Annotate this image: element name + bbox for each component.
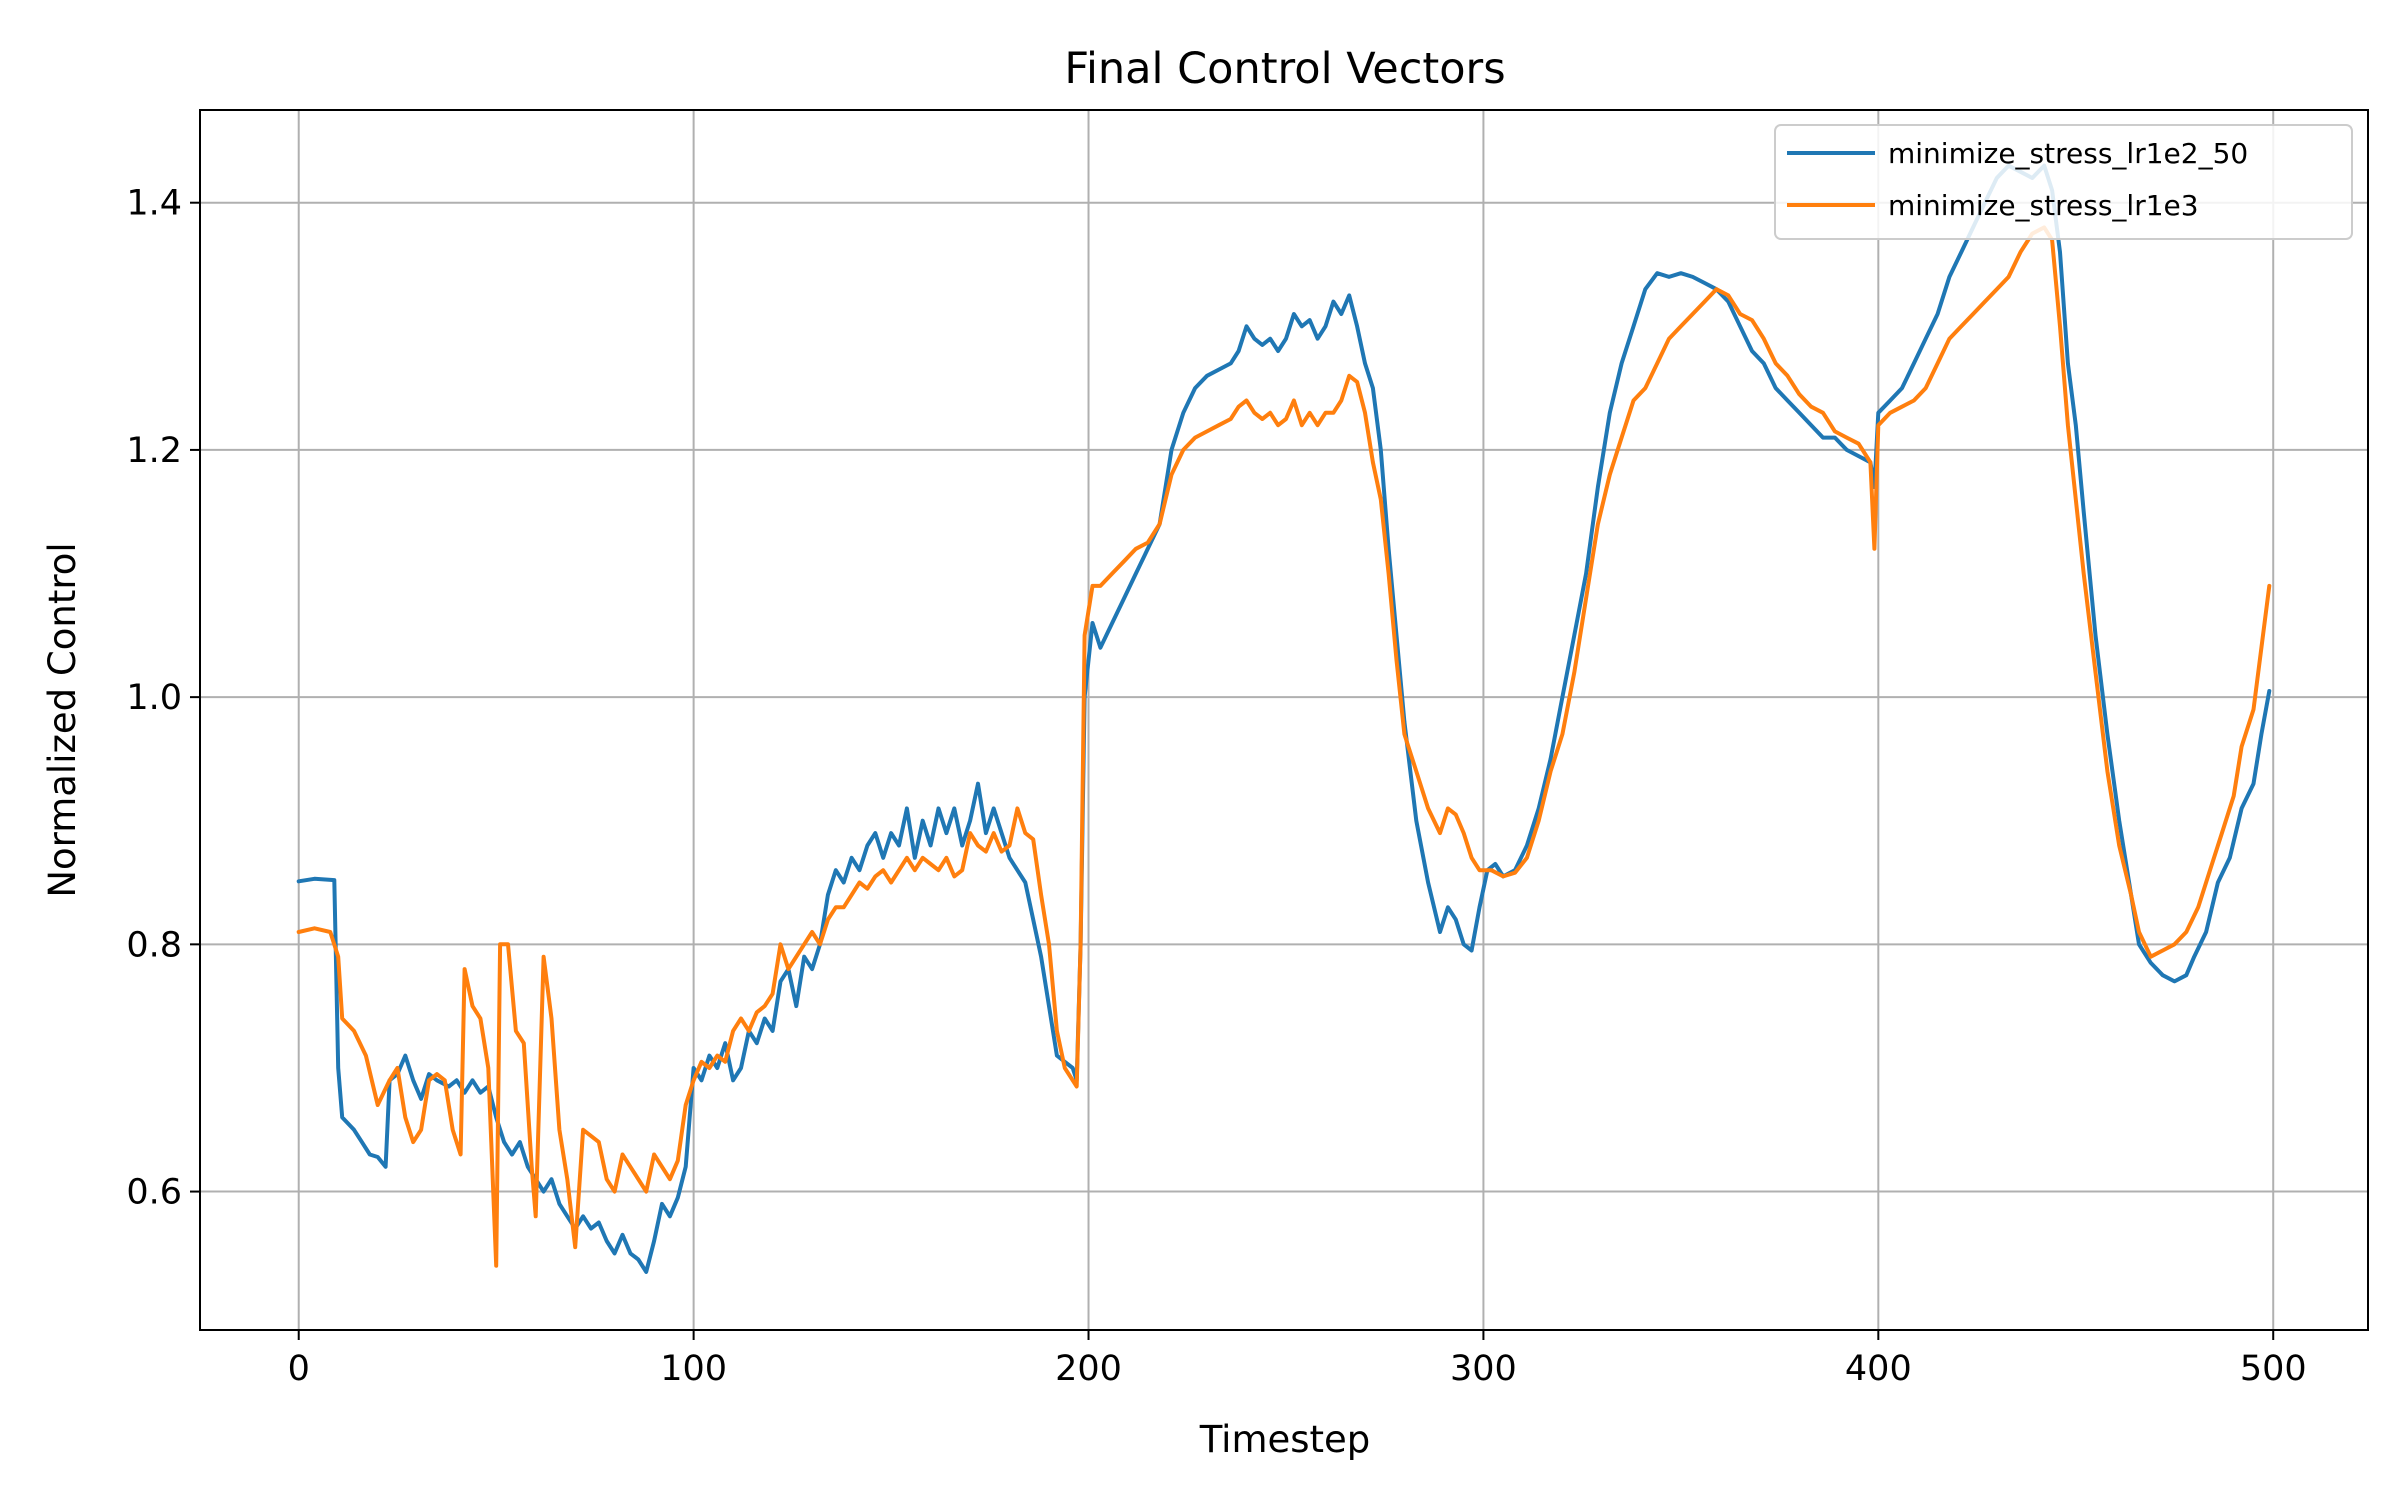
x-tick-label: 100: [660, 1349, 727, 1389]
series-line-1: [296, 225, 2272, 1268]
series-lines: [296, 163, 2272, 1274]
y-tick-label: 1.0: [126, 678, 182, 718]
y-tick-label: 0.8: [126, 925, 182, 965]
y-axis-label: Normalized Control: [41, 542, 84, 897]
x-tick-label: 500: [2240, 1349, 2307, 1389]
x-tick-label: 200: [1055, 1349, 1122, 1389]
legend-label-series-1: minimize_stress_lr1e3: [1888, 189, 2199, 222]
y-tick-label: 1.4: [126, 184, 182, 224]
chart-title: Final Control Vectors: [1064, 44, 1505, 94]
plot-frame: [199, 109, 2369, 1331]
y-tick-label: 1.2: [126, 431, 182, 471]
axis-ticks: 0 100 200 300 400 500 0.6 0.8 1.0 1.2 1.4: [126, 184, 2306, 1389]
x-tick-label: 0: [288, 1349, 310, 1389]
x-tick-label: 400: [1845, 1349, 1912, 1389]
legend-label-series-0: minimize_stress_lr1e2_50: [1888, 137, 2248, 170]
legend-box: [1774, 124, 2353, 240]
legend: minimize_stress_lr1e2_50 minimize_stress…: [1774, 124, 2353, 240]
x-tick-label: 300: [1450, 1349, 1517, 1389]
x-axis-label: Timestep: [1199, 1418, 1371, 1461]
series-line-0: [296, 163, 2272, 1274]
y-tick-label: 0.6: [126, 1173, 182, 1213]
